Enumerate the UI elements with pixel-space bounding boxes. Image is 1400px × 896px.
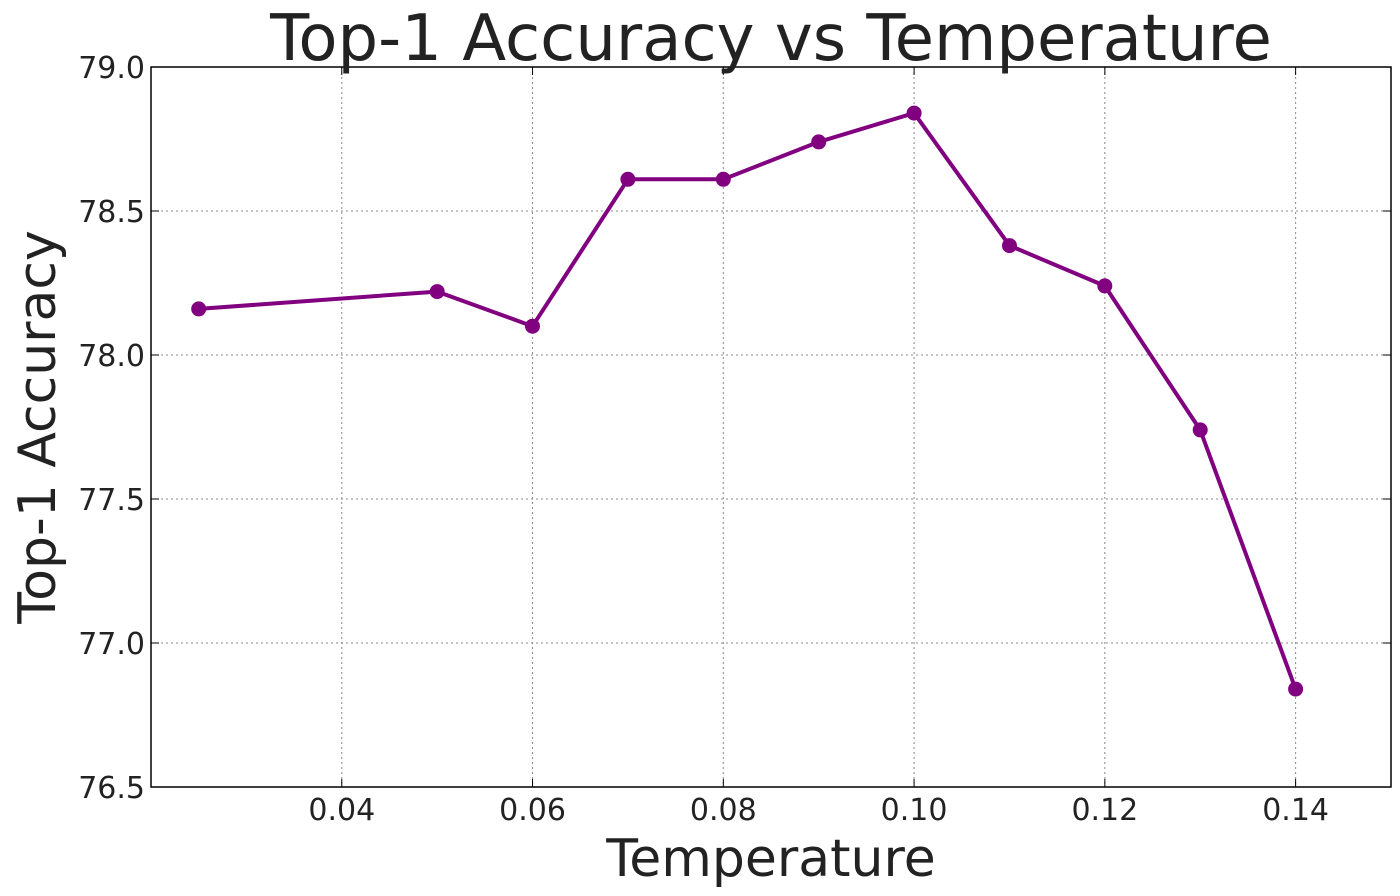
data-point (715, 171, 731, 187)
data-point (1097, 278, 1113, 294)
x-tick-label: 0.12 (1071, 793, 1138, 828)
grid (151, 67, 1391, 787)
data-point (429, 284, 445, 300)
x-tick-label: 0.08 (690, 793, 757, 828)
plot-area-frame (150, 66, 1392, 788)
y-tick-label: 76.5 (78, 771, 145, 806)
data-point (906, 105, 922, 121)
y-tick-label: 79.0 (78, 51, 145, 86)
y-tick-label: 78.0 (78, 339, 145, 374)
y-axis-label: Top-1 Accuracy (8, 230, 68, 625)
y-tick-label: 77.5 (78, 483, 145, 518)
data-point (191, 301, 207, 317)
x-tick-label: 0.10 (881, 793, 948, 828)
data-point (525, 318, 540, 334)
x-tick-label: 0.14 (1262, 793, 1329, 828)
x-tick-label: 0.04 (308, 793, 375, 828)
chart-title: Top-1 Accuracy vs Temperature (269, 2, 1272, 76)
x-tick-label: 0.06 (499, 793, 566, 828)
data-point (1192, 422, 1208, 438)
ticks: 0.04 0.06 0.08 0.10 0.12 0.14 76.5 77.0 77.5 78.0… (78, 51, 1391, 828)
series-line (198, 111, 1298, 690)
y-tick-label: 78.5 (78, 195, 145, 230)
x-axis-label: Temperature (605, 829, 935, 889)
data-point (1002, 238, 1017, 254)
data-point (620, 171, 636, 187)
y-tick-label: 77.0 (78, 627, 145, 662)
series-group (191, 105, 1304, 697)
data-point (1288, 681, 1304, 697)
data-point (811, 134, 827, 150)
